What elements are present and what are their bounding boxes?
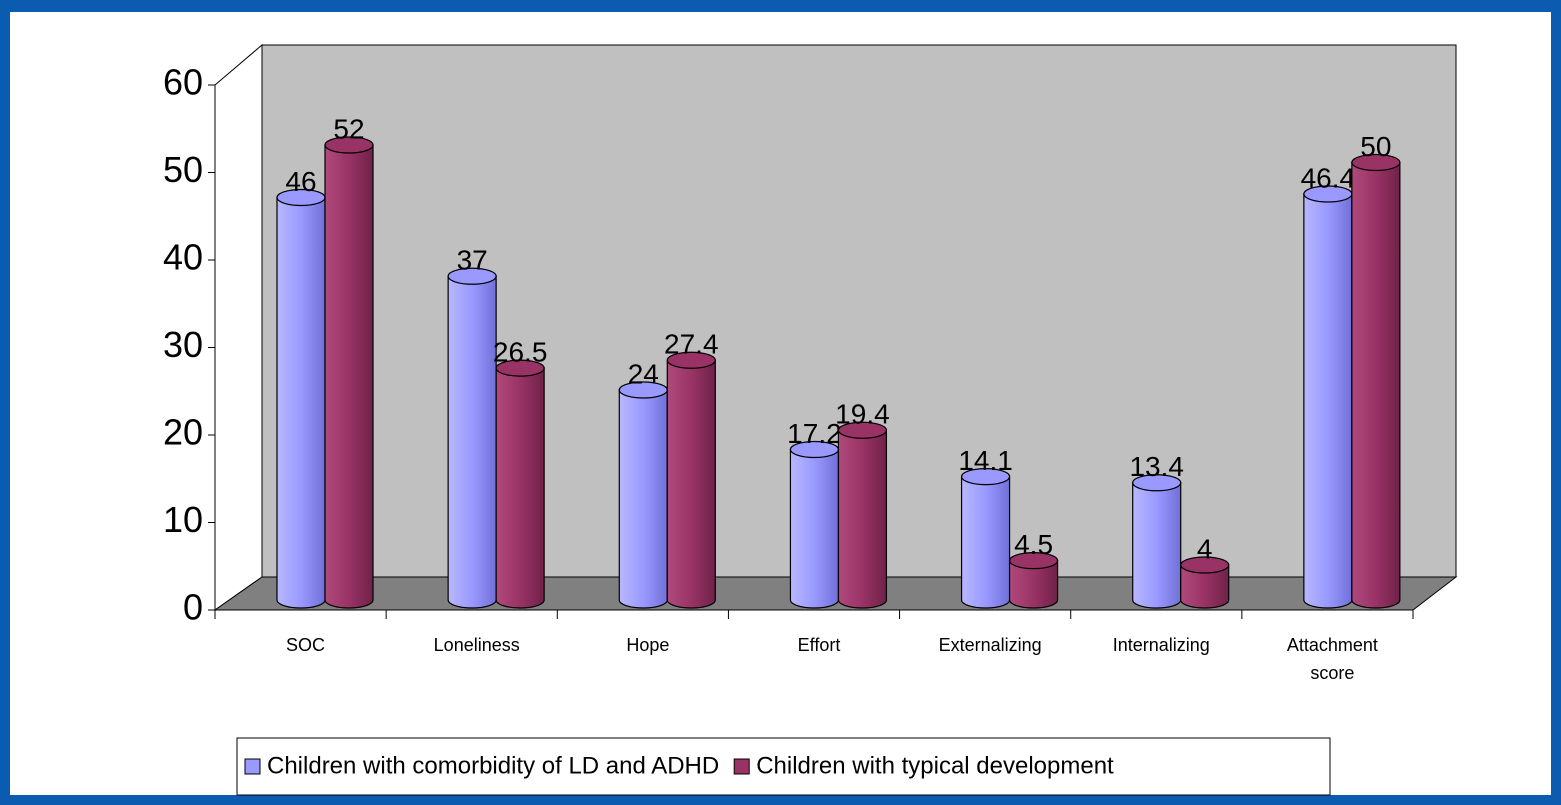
bar-body xyxy=(447,275,497,609)
bar xyxy=(960,468,1011,609)
bar-body xyxy=(837,429,888,609)
data-label: 27.4 xyxy=(664,329,719,360)
y-tick-label: 0 xyxy=(183,587,203,628)
data-label: 50 xyxy=(1360,131,1391,162)
legend-label: Children with comorbidity of LD and ADHD xyxy=(267,752,719,779)
bar xyxy=(1351,153,1401,609)
bar xyxy=(1180,556,1230,609)
legend-box xyxy=(236,737,1331,796)
bar xyxy=(1303,185,1353,609)
bar-top xyxy=(324,136,374,154)
bar-top xyxy=(837,421,888,439)
bar-body xyxy=(789,448,840,609)
y-tick-label: 30 xyxy=(163,324,203,365)
data-label: 26.5 xyxy=(493,337,548,368)
y-tick-label: 40 xyxy=(163,237,203,278)
bar-body xyxy=(276,196,326,609)
data-label: 37 xyxy=(457,245,488,276)
y-tick-label: 20 xyxy=(163,412,203,453)
bar-top xyxy=(1008,552,1059,570)
bar-body xyxy=(1351,161,1401,609)
x-tick-label: SOC xyxy=(286,635,326,655)
bar xyxy=(495,359,545,609)
bar xyxy=(276,188,326,609)
data-label: 19.4 xyxy=(835,399,890,430)
data-label: 14.1 xyxy=(958,445,1013,476)
x-tick-label: Effort xyxy=(797,635,841,655)
bar-body xyxy=(1303,193,1353,609)
data-label: 17.2 xyxy=(787,418,842,449)
x-tick-label: Attachment score xyxy=(1286,635,1378,683)
bar-body xyxy=(960,476,1011,609)
bar-body xyxy=(495,367,545,609)
y-tick-label: 10 xyxy=(163,499,203,540)
bar xyxy=(1008,552,1059,609)
data-label: 4 xyxy=(1197,533,1213,564)
bar xyxy=(324,136,374,609)
bar-top xyxy=(1132,474,1182,492)
data-label: 4.5 xyxy=(1014,529,1053,560)
bar-body xyxy=(666,359,716,609)
bar xyxy=(447,267,497,609)
data-label: 46 xyxy=(285,166,316,197)
data-label: 13.4 xyxy=(1129,451,1184,482)
bar xyxy=(1132,474,1182,609)
legend-swatch xyxy=(244,758,261,775)
y-tick-label: 50 xyxy=(163,149,203,190)
bar-body xyxy=(1180,564,1230,609)
bar xyxy=(618,381,668,609)
bar-top xyxy=(1351,153,1401,172)
x-tick-label: Externalizing xyxy=(938,635,1042,655)
legend-swatch xyxy=(733,758,750,775)
legend-label: Children with typical development xyxy=(756,752,1114,779)
bar-top xyxy=(960,468,1011,486)
legend: Children with comorbidity of LD and ADHD… xyxy=(236,737,1331,796)
x-tick-label: Internalizing xyxy=(1112,635,1210,655)
bar-body xyxy=(324,144,374,609)
x-tick-label: Loneliness xyxy=(433,635,520,655)
bar-top xyxy=(666,351,716,369)
x-tick-label: Hope xyxy=(626,635,670,655)
y-tick-label: 60 xyxy=(163,62,203,103)
data-label: 24 xyxy=(628,358,659,389)
bar xyxy=(789,440,840,609)
bar-top xyxy=(1180,556,1230,574)
bar-body xyxy=(1008,560,1059,609)
data-label: 46.4 xyxy=(1301,162,1356,193)
bar-top xyxy=(447,267,497,285)
bar xyxy=(837,421,888,609)
bar-top xyxy=(495,359,545,377)
bar-body xyxy=(1132,482,1182,609)
bar-body xyxy=(618,389,668,609)
bar xyxy=(666,351,716,609)
side-wall xyxy=(214,43,263,611)
data-label: 52 xyxy=(333,113,364,144)
